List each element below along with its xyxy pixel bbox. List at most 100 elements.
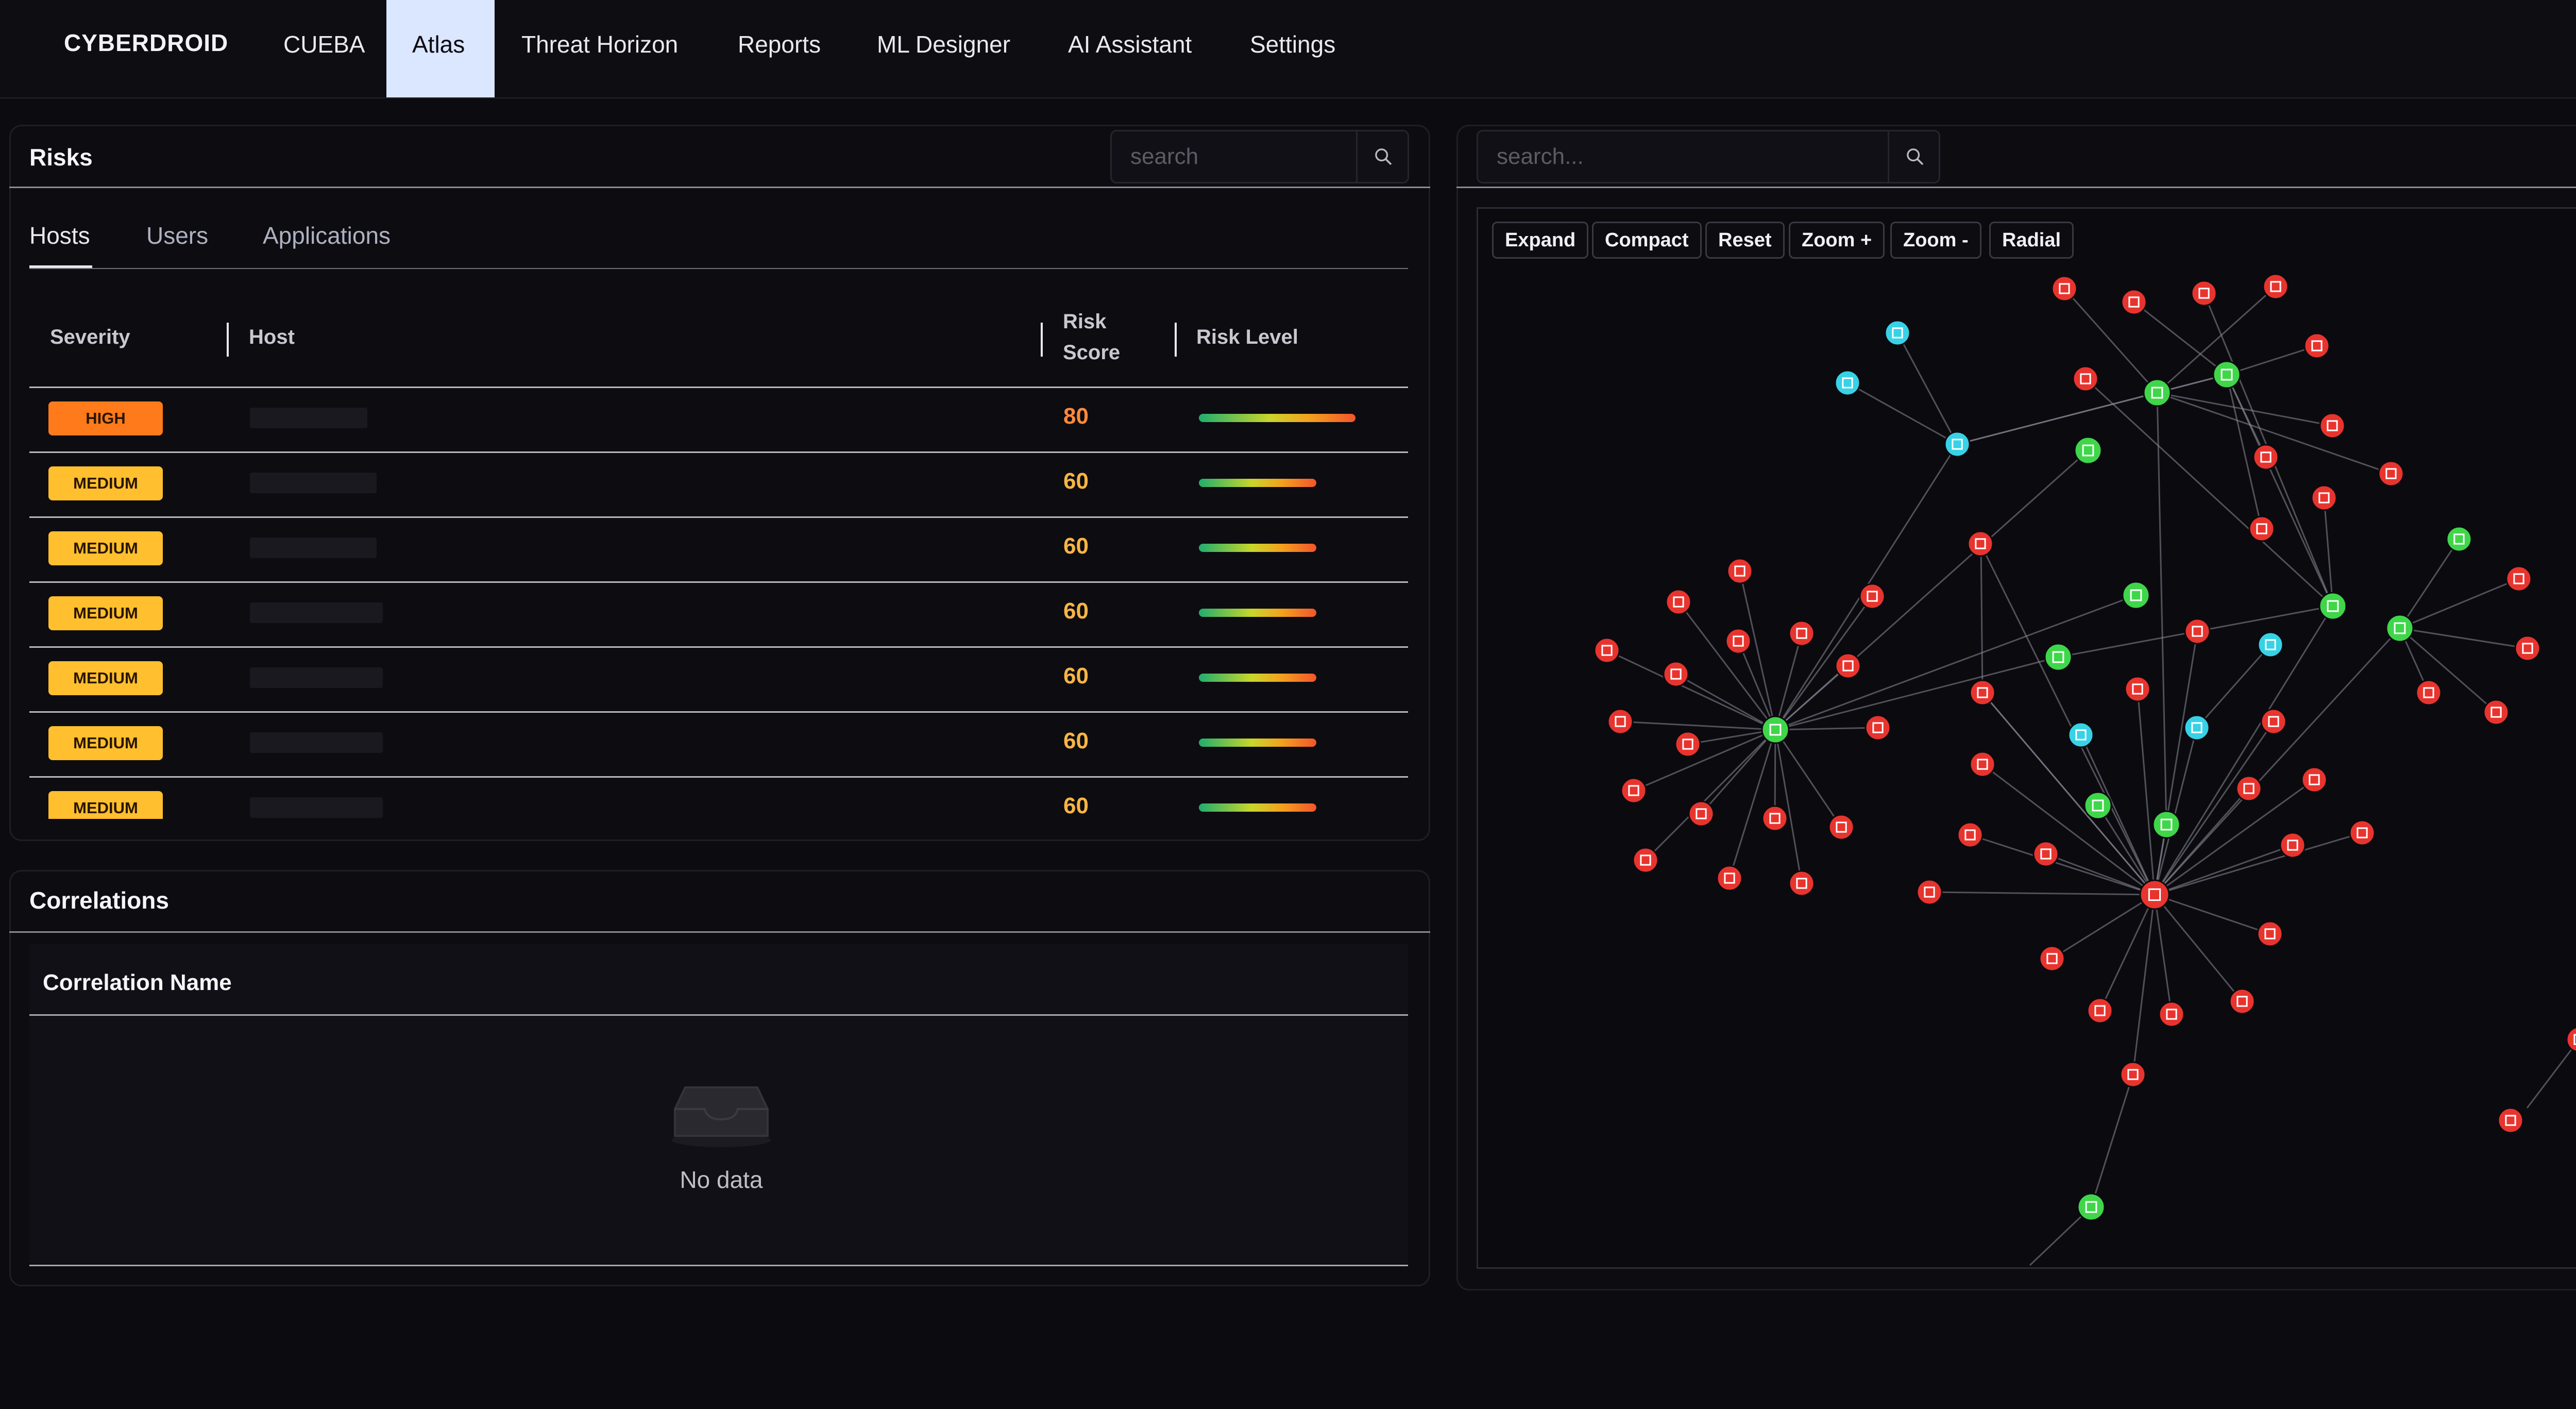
- asset-node[interactable]: [1944, 431, 1971, 458]
- zoom-out-button[interactable]: Zoom -: [1890, 222, 1981, 259]
- expand-button[interactable]: Expand: [1492, 222, 1589, 259]
- tab-users[interactable]: Users: [146, 222, 209, 249]
- risk-node[interactable]: [2349, 819, 2376, 846]
- asset-node[interactable]: [1884, 320, 1911, 346]
- nav-settings[interactable]: Settings: [1250, 31, 1336, 58]
- nav-cueba[interactable]: CUEBA: [283, 31, 365, 58]
- reset-button[interactable]: Reset: [1705, 222, 1785, 259]
- host-node[interactable]: [2083, 791, 2112, 820]
- host-node[interactable]: [2212, 360, 2241, 389]
- risk-node[interactable]: [2051, 275, 2078, 302]
- table-row[interactable]: HIGH 80: [29, 387, 1408, 453]
- nav-atlas[interactable]: Atlas: [386, 0, 495, 97]
- compact-button[interactable]: Compact: [1592, 222, 1702, 259]
- nav-ai-assistant[interactable]: AI Assistant: [1068, 31, 1192, 58]
- table-row[interactable]: MEDIUM 60: [29, 711, 1408, 778]
- host-node[interactable]: [2143, 378, 2172, 407]
- risk-node[interactable]: [2260, 708, 2287, 735]
- risk-node[interactable]: [1788, 870, 1815, 897]
- host-node[interactable]: [2077, 1193, 2106, 1221]
- risk-node[interactable]: [1969, 679, 1996, 706]
- graph-canvas[interactable]: [1477, 207, 2576, 1269]
- nav-ml-designer[interactable]: ML Designer: [877, 31, 1011, 58]
- asset-node[interactable]: [1834, 370, 1861, 396]
- tab-hosts[interactable]: Hosts: [29, 222, 90, 249]
- zoom-in-button[interactable]: Zoom +: [1789, 222, 1885, 259]
- tab-applications[interactable]: Applications: [263, 222, 391, 249]
- risk-node[interactable]: [1607, 708, 1634, 735]
- risk-node[interactable]: [1726, 558, 1753, 584]
- nav-threat-horizon[interactable]: Threat Horizon: [521, 31, 679, 58]
- risk-node[interactable]: [2139, 879, 2170, 910]
- risk-node[interactable]: [1594, 637, 1620, 664]
- risk-node[interactable]: [1632, 847, 1659, 874]
- col-risk-score[interactable]: Risk Score: [1063, 306, 1120, 368]
- risk-node[interactable]: [1788, 620, 1815, 647]
- risk-node[interactable]: [2262, 273, 2289, 300]
- col-correlation-name[interactable]: Correlation Name: [43, 970, 232, 995]
- risk-node[interactable]: [2319, 412, 2346, 439]
- risk-node[interactable]: [1916, 879, 1943, 905]
- risk-node[interactable]: [1674, 731, 1701, 758]
- risk-node[interactable]: [1716, 865, 1743, 892]
- host-node[interactable]: [2152, 810, 2181, 839]
- risk-node[interactable]: [2121, 289, 2147, 315]
- host-node[interactable]: [2318, 592, 2347, 620]
- risk-node[interactable]: [2279, 832, 2306, 859]
- col-separator[interactable]: [1175, 323, 1177, 357]
- risk-node[interactable]: [2303, 332, 2330, 359]
- risk-node[interactable]: [2158, 1001, 2185, 1028]
- col-severity[interactable]: Severity: [50, 326, 130, 348]
- col-separator[interactable]: [1041, 323, 1043, 357]
- risk-node[interactable]: [2415, 679, 2442, 706]
- host-node[interactable]: [2122, 581, 2150, 610]
- risk-node[interactable]: [1665, 589, 1692, 615]
- risk-node[interactable]: [2191, 280, 2217, 307]
- risk-node[interactable]: [1620, 777, 1647, 804]
- risk-node[interactable]: [1969, 751, 1996, 778]
- col-risk-level[interactable]: Risk Level: [1196, 326, 1298, 348]
- asset-node[interactable]: [2183, 714, 2210, 741]
- risk-node[interactable]: [2505, 565, 2532, 592]
- table-row[interactable]: MEDIUM 60: [29, 516, 1408, 583]
- risks-search-input[interactable]: [1112, 131, 1358, 182]
- host-node[interactable]: [1761, 715, 1790, 744]
- risk-node[interactable]: [1859, 583, 1886, 610]
- risk-node[interactable]: [2235, 775, 2262, 802]
- risk-node[interactable]: [2566, 1027, 2576, 1052]
- host-node[interactable]: [2385, 614, 2414, 643]
- risk-node[interactable]: [2087, 997, 2113, 1024]
- risk-node[interactable]: [2301, 766, 2328, 793]
- asset-node[interactable]: [2257, 631, 2284, 658]
- host-node[interactable]: [2074, 436, 2103, 465]
- risk-node[interactable]: [1688, 800, 1715, 827]
- risk-node[interactable]: [1835, 652, 1861, 679]
- graph-search-input[interactable]: [1478, 131, 1889, 182]
- risk-node[interactable]: [2072, 365, 2099, 392]
- risk-node[interactable]: [2257, 920, 2283, 947]
- risk-node[interactable]: [2311, 484, 2337, 511]
- risk-node[interactable]: [1725, 628, 1752, 655]
- risk-node[interactable]: [2229, 988, 2256, 1015]
- col-separator[interactable]: [227, 323, 229, 357]
- host-node[interactable]: [2446, 526, 2472, 552]
- risk-node[interactable]: [2514, 635, 2541, 662]
- risk-node[interactable]: [2124, 676, 2151, 702]
- risk-node[interactable]: [2039, 945, 2065, 972]
- asset-node[interactable]: [2067, 722, 2094, 748]
- nav-reports[interactable]: Reports: [738, 31, 821, 58]
- risk-node[interactable]: [2120, 1061, 2146, 1088]
- col-host[interactable]: Host: [249, 326, 295, 348]
- brand-logo[interactable]: CYBERDROID: [64, 29, 229, 56]
- network-graph[interactable]: [1478, 209, 2576, 1267]
- risk-node[interactable]: [2248, 515, 2275, 542]
- risk-node[interactable]: [1865, 714, 1891, 741]
- risk-node[interactable]: [2252, 444, 2279, 471]
- risk-node[interactable]: [1967, 530, 1994, 557]
- table-row[interactable]: MEDIUM 60: [29, 776, 1408, 819]
- radial-button[interactable]: Radial: [1989, 222, 2074, 259]
- risk-node[interactable]: [2497, 1107, 2524, 1134]
- table-row[interactable]: MEDIUM 60: [29, 581, 1408, 648]
- risk-node[interactable]: [2032, 841, 2059, 867]
- table-row[interactable]: MEDIUM 60: [29, 646, 1408, 713]
